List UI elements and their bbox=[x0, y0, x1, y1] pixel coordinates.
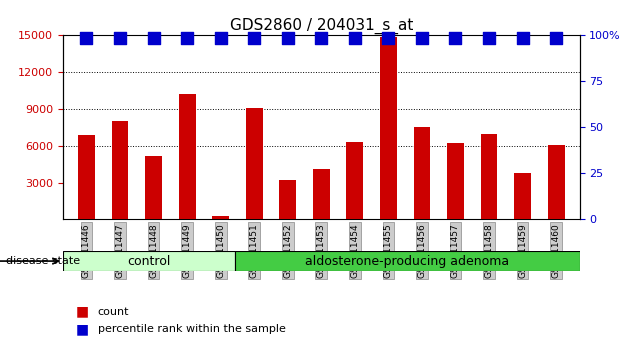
FancyBboxPatch shape bbox=[235, 251, 580, 271]
Bar bbox=[447, 143, 464, 219]
Title: GDS2860 / 204031_s_at: GDS2860 / 204031_s_at bbox=[229, 18, 413, 34]
Text: GSM211460: GSM211460 bbox=[552, 223, 561, 278]
Point bbox=[417, 35, 427, 41]
Text: GSM211452: GSM211452 bbox=[284, 223, 292, 278]
Point bbox=[484, 35, 494, 41]
Point bbox=[283, 35, 293, 41]
Bar bbox=[279, 180, 296, 219]
Text: percentile rank within the sample: percentile rank within the sample bbox=[98, 324, 285, 334]
Bar bbox=[346, 142, 364, 219]
Point bbox=[517, 35, 527, 41]
Bar bbox=[112, 121, 129, 219]
Text: ■: ■ bbox=[76, 322, 89, 336]
Text: GSM211449: GSM211449 bbox=[183, 223, 192, 278]
Bar bbox=[145, 156, 162, 219]
Text: GSM211447: GSM211447 bbox=[115, 223, 125, 278]
Bar bbox=[78, 135, 95, 219]
Point bbox=[115, 35, 125, 41]
Text: GSM211457: GSM211457 bbox=[451, 223, 460, 278]
Bar bbox=[313, 169, 329, 219]
Text: disease state: disease state bbox=[6, 256, 81, 266]
Text: GSM211453: GSM211453 bbox=[317, 223, 326, 278]
Text: GSM211455: GSM211455 bbox=[384, 223, 393, 278]
Point bbox=[149, 35, 159, 41]
Bar bbox=[413, 127, 430, 219]
Bar bbox=[547, 145, 564, 219]
Point bbox=[182, 35, 192, 41]
Point bbox=[551, 35, 561, 41]
Text: GSM211450: GSM211450 bbox=[216, 223, 225, 278]
Bar bbox=[212, 216, 229, 219]
Text: GSM211459: GSM211459 bbox=[518, 223, 527, 278]
Point bbox=[316, 35, 326, 41]
Text: GSM211451: GSM211451 bbox=[249, 223, 259, 278]
Point bbox=[350, 35, 360, 41]
Point bbox=[81, 35, 91, 41]
Text: ■: ■ bbox=[76, 304, 89, 319]
FancyBboxPatch shape bbox=[63, 251, 235, 271]
Bar bbox=[246, 108, 263, 219]
Text: GSM211448: GSM211448 bbox=[149, 223, 158, 278]
Point bbox=[450, 35, 461, 41]
Text: aldosterone-producing adenoma: aldosterone-producing adenoma bbox=[306, 255, 510, 268]
Point bbox=[249, 35, 260, 41]
Text: control: control bbox=[127, 255, 171, 268]
Bar bbox=[481, 133, 498, 219]
Text: GSM211458: GSM211458 bbox=[484, 223, 493, 278]
Text: count: count bbox=[98, 307, 129, 316]
Bar bbox=[179, 94, 195, 219]
Text: GSM211454: GSM211454 bbox=[350, 223, 359, 278]
Text: GSM211456: GSM211456 bbox=[418, 223, 427, 278]
Text: GSM211446: GSM211446 bbox=[82, 223, 91, 278]
Point bbox=[215, 35, 226, 41]
Bar bbox=[380, 36, 397, 219]
Bar bbox=[514, 173, 531, 219]
Point bbox=[383, 35, 393, 41]
